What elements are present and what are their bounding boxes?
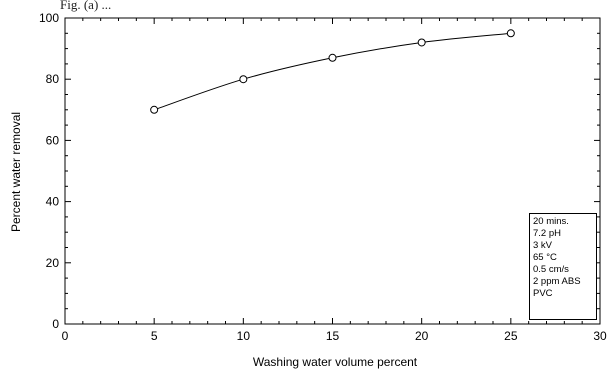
plot-frame	[64, 17, 601, 325]
conditions-box: 20 mins. 7.2 pH 3 kV 65 °C 0.5 cm/s 2 ppm ABS…	[529, 213, 597, 320]
condition-line: 65 °C	[533, 252, 557, 263]
x-tick-label: 5	[151, 329, 158, 343]
y-axis-label: Percent water removal	[9, 112, 23, 232]
x-tick-label: 25	[504, 329, 518, 343]
plot-border	[64, 17, 601, 325]
y-tick-label: 60	[46, 133, 60, 147]
data-point	[506, 29, 515, 38]
x-axis: 0 5 10 15 20 25 30	[62, 18, 607, 343]
x-tick-label: 30	[593, 329, 607, 343]
data-point	[328, 53, 337, 62]
condition-line: 3 kV	[533, 240, 553, 251]
condition-line: 20 mins.	[533, 216, 569, 227]
y-tick-label: 40	[46, 195, 60, 209]
x-tick-label: 0	[62, 329, 69, 343]
caption-fragment: Fig. (a) ...	[60, 0, 112, 12]
x-tick-label: 20	[415, 329, 429, 343]
x-axis-label: Washing water volume percent	[253, 355, 418, 369]
y-tick-label: 0	[52, 317, 59, 331]
series-group	[150, 29, 515, 114]
data-point	[417, 38, 426, 47]
y-tick-label: 80	[46, 72, 60, 86]
x-tick-label: 15	[326, 329, 340, 343]
data-point	[150, 105, 159, 114]
data-point	[239, 75, 248, 84]
condition-line: PVC	[533, 288, 553, 299]
condition-line: 7.2 pH	[533, 228, 561, 239]
y-tick-label: 100	[39, 11, 59, 25]
x-tick-label: 10	[237, 329, 251, 343]
y-axis: 0 20 40 60 80 100	[39, 11, 600, 331]
series-line	[154, 32, 511, 111]
y-tick-label: 20	[46, 256, 60, 270]
condition-line: 0.5 cm/s	[533, 264, 569, 275]
condition-line: 2 ppm ABS	[533, 276, 581, 287]
